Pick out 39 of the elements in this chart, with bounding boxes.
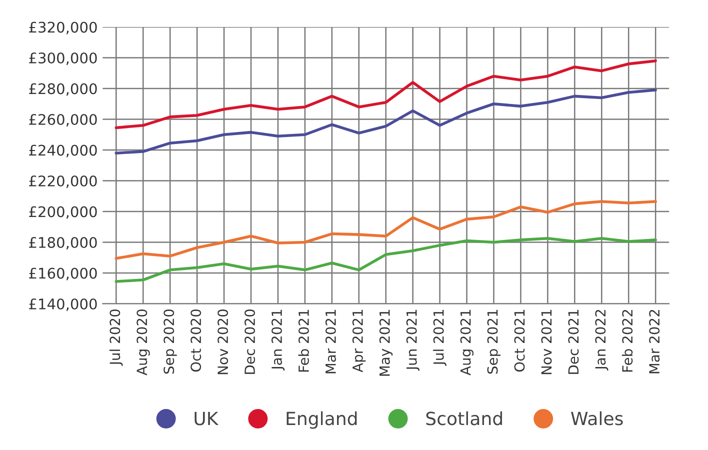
legend-label: Wales (571, 411, 623, 426)
y-tick-label: £160,000 (29, 268, 97, 280)
x-tick-label: Jan 2021 (272, 310, 285, 370)
y-tick-label: £220,000 (29, 175, 97, 188)
x-tick-label: Feb 2021 (298, 310, 309, 372)
x-tick-label: Mar 2021 (325, 310, 336, 374)
y-tick-label: £260,000 (29, 114, 97, 126)
legend-label: England (286, 411, 357, 429)
line-series (114, 237, 657, 283)
x-tick-label: Apr 2021 (352, 310, 366, 372)
y-tick-label: £280,000 (29, 83, 97, 96)
x-tick-label: Mar 2022 (649, 310, 660, 374)
x-tick-label: Dec 2020 (244, 310, 256, 374)
y-tick-label: £240,000 (29, 144, 97, 158)
line-series (114, 59, 657, 130)
x-tick-label: Oct 2020 (190, 310, 202, 372)
x-tick-label: Dec 2021 (568, 310, 579, 374)
x-tick-label: Jul 2021 (433, 310, 446, 366)
x-tick-label: Nov 2021 (541, 310, 552, 374)
x-tick-label: May 2021 (379, 310, 393, 376)
x-tick-label: Nov 2020 (218, 310, 228, 374)
x-tick-label: Sep 2020 (164, 310, 177, 374)
x-tick-label: Oct 2021 (514, 310, 525, 372)
x-tick-label: Feb 2022 (622, 310, 633, 372)
y-tick-label: £200,000 (29, 206, 97, 219)
x-tick-label: Jul 2020 (109, 310, 123, 366)
line-series (114, 88, 657, 154)
legend-label: UK (194, 412, 219, 426)
x-tick-label: Aug 2020 (136, 310, 150, 376)
x-tick-label: Jun 2021 (406, 310, 420, 371)
x-tick-label: Aug 2021 (460, 310, 474, 376)
x-tick-label: Jan 2022 (595, 310, 608, 370)
y-tick-label: £140,000 (29, 298, 97, 311)
y-tick-label: £180,000 (29, 236, 97, 250)
line-series (114, 200, 657, 260)
y-tick-label: £320,000 (29, 22, 97, 34)
legend-label: Scotland (426, 411, 502, 426)
x-tick-label: Sep 2021 (487, 310, 500, 374)
y-tick-label: £300,000 (29, 52, 97, 65)
